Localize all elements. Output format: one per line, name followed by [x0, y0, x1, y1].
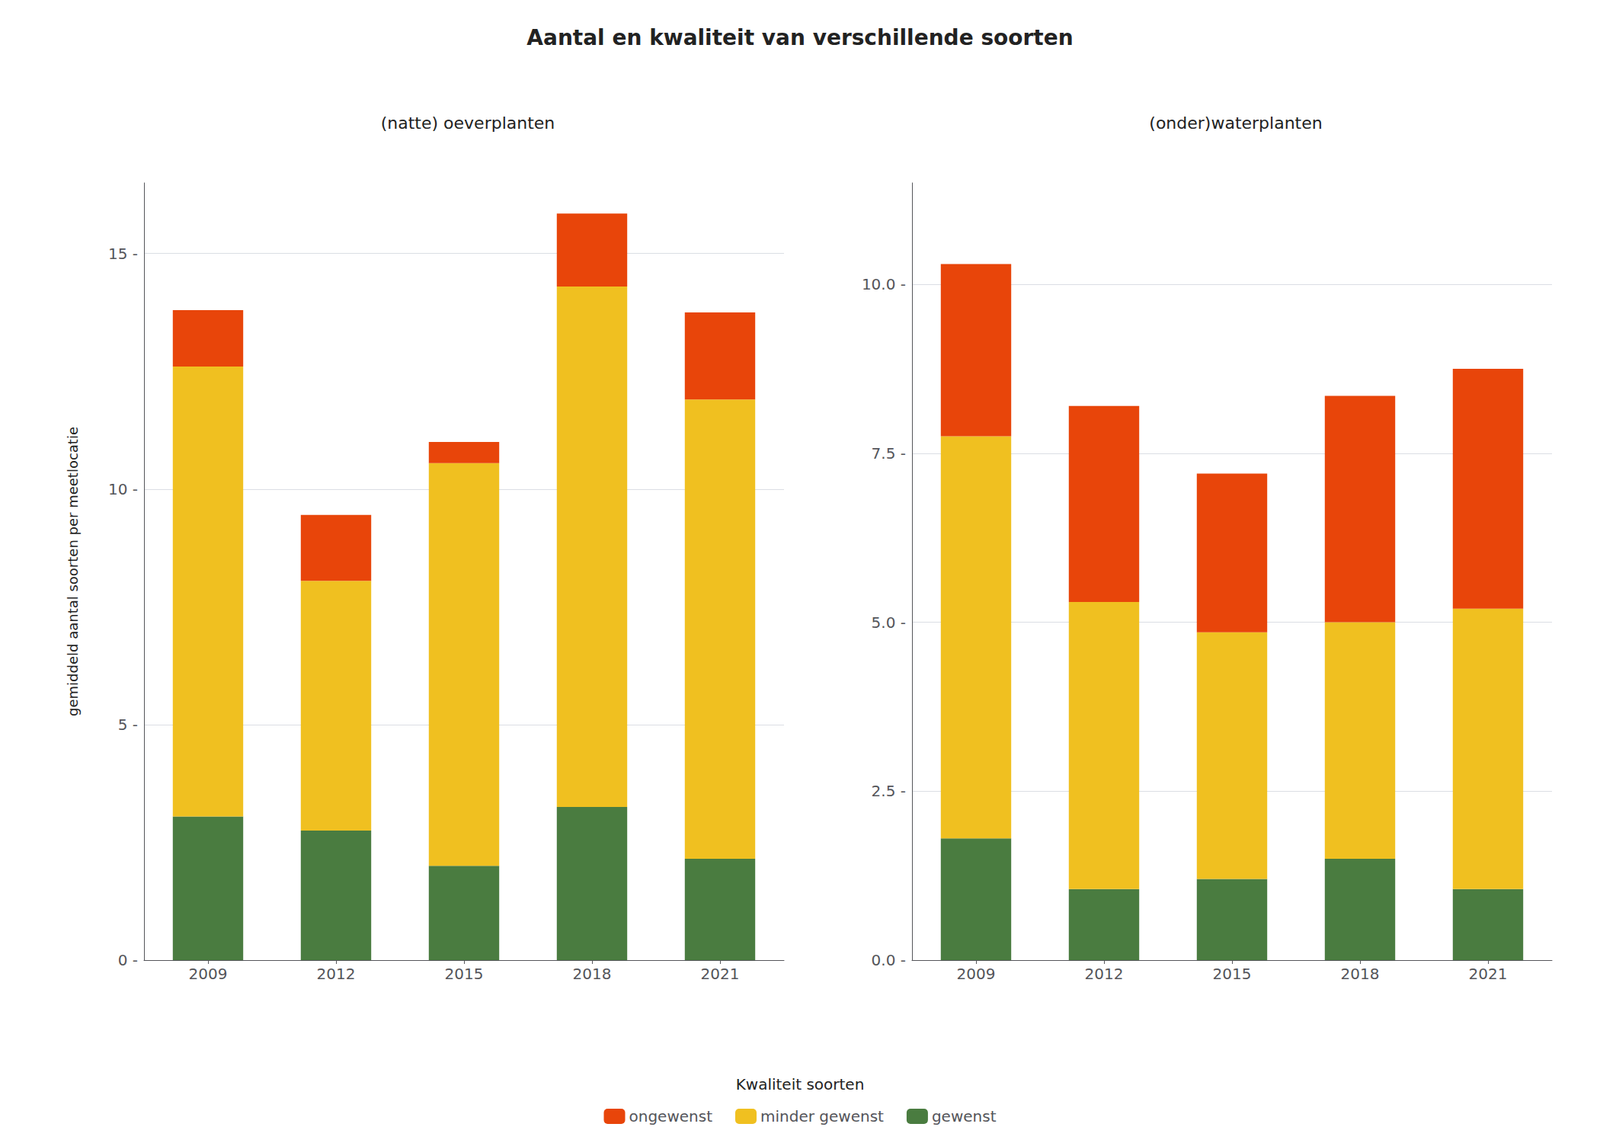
svg-text:2012: 2012 — [316, 964, 356, 983]
svg-text:(onder)waterplanten: (onder)waterplanten — [1148, 113, 1322, 133]
svg-text:minder gewenst: minder gewenst — [760, 1107, 884, 1126]
svg-text:5 -: 5 - — [118, 715, 138, 734]
svg-text:Aantal en kwaliteit van versch: Aantal en kwaliteit van verschillende so… — [526, 25, 1073, 51]
svg-text:ongewenst: ongewenst — [628, 1107, 713, 1126]
svg-text:10.0 -: 10.0 - — [861, 275, 906, 294]
svg-text:2018: 2018 — [572, 964, 612, 983]
svg-text:2009: 2009 — [188, 964, 228, 983]
svg-text:Kwaliteit soorten: Kwaliteit soorten — [736, 1075, 865, 1094]
svg-text:2.5 -: 2.5 - — [871, 781, 906, 800]
svg-text:5.0 -: 5.0 - — [871, 613, 906, 632]
svg-text:2018: 2018 — [1340, 964, 1380, 983]
svg-text:gemiddeld aantal soorten per m: gemiddeld aantal soorten per meetlocatie — [64, 426, 81, 717]
svg-text:2015: 2015 — [1212, 964, 1252, 983]
svg-text:2021: 2021 — [700, 964, 740, 983]
svg-text:(natte) oeverplanten: (natte) oeverplanten — [380, 113, 556, 133]
svg-text:gewenst: gewenst — [931, 1107, 997, 1126]
svg-text:10 -: 10 - — [108, 480, 138, 499]
svg-text:2012: 2012 — [1084, 964, 1124, 983]
svg-text:2021: 2021 — [1468, 964, 1508, 983]
svg-text:2009: 2009 — [956, 964, 996, 983]
svg-text:7.5 -: 7.5 - — [871, 444, 906, 463]
svg-text:0.0 -: 0.0 - — [871, 950, 906, 970]
svg-text:0 -: 0 - — [118, 950, 138, 970]
svg-text:2015: 2015 — [444, 964, 484, 983]
svg-text:15 -: 15 - — [108, 244, 138, 263]
